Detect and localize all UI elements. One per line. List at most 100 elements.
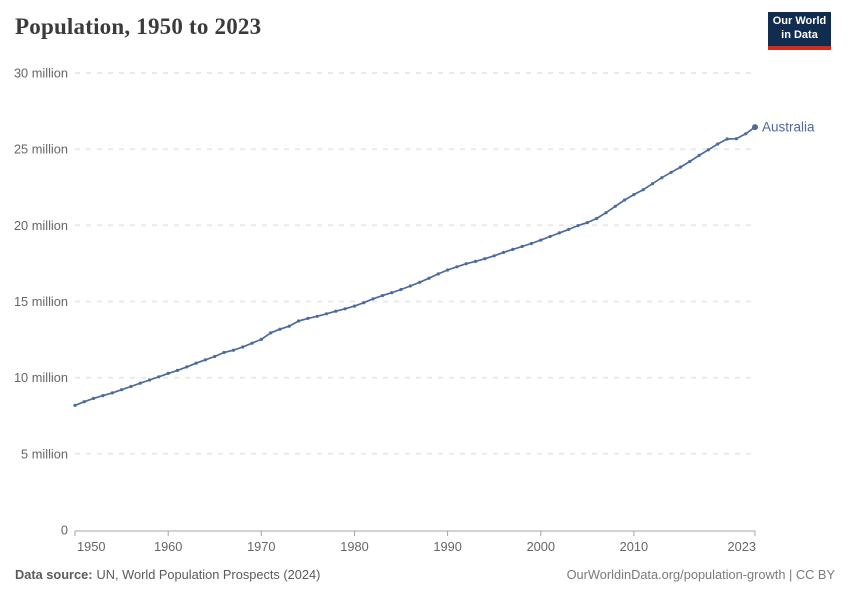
x-axis-label-2023: 2023	[728, 539, 756, 554]
data-point-marker	[138, 381, 142, 385]
data-point-marker	[539, 238, 543, 242]
data-point-marker	[315, 314, 319, 318]
data-point-marker	[669, 170, 673, 174]
data-point-marker	[250, 341, 254, 345]
data-point-marker	[343, 307, 347, 311]
data-point-marker	[185, 365, 189, 369]
data-point-marker	[408, 284, 412, 288]
data-point-marker	[464, 262, 468, 266]
y-axis-label-0: 0	[61, 523, 68, 538]
data-point-marker	[576, 224, 580, 228]
x-axis-label-1960: 1960	[154, 539, 182, 554]
line-end-marker	[752, 124, 758, 131]
data-point-marker	[129, 384, 133, 389]
chart-footer: Data source: UN, World Population Prospec…	[15, 567, 835, 583]
data-source: Data source: UN, World Population Prospec…	[15, 567, 320, 583]
data-point-marker	[473, 259, 478, 263]
data-point-marker	[744, 132, 748, 136]
data-point-marker	[725, 137, 729, 141]
data-point-marker	[641, 188, 645, 192]
data-source-label: Data source:	[15, 567, 93, 582]
data-point-marker	[324, 312, 329, 316]
owid-logo-line1: Our World	[772, 15, 827, 28]
data-point-marker	[623, 198, 627, 202]
data-point-marker	[269, 331, 273, 335]
data-point-marker	[595, 216, 599, 221]
data-point-marker	[82, 400, 86, 404]
data-point-marker	[716, 142, 720, 146]
population-line-australia	[74, 126, 756, 407]
data-point-marker	[241, 345, 245, 349]
chart-title: Population, 1950 to 2023	[15, 14, 262, 39]
data-point-marker	[297, 319, 301, 323]
x-axis-label-1980: 1980	[340, 539, 368, 554]
data-point-marker	[194, 361, 198, 365]
x-axis-label-1950: 1950	[77, 539, 105, 554]
data-point-marker	[446, 268, 450, 272]
data-point-marker	[399, 287, 403, 292]
data-point-marker	[706, 148, 711, 152]
y-axis-label-10: 10 million	[14, 370, 68, 385]
data-point-marker	[548, 234, 552, 239]
entity-label-australia[interactable]: Australia	[762, 120, 815, 135]
data-point-marker	[632, 193, 636, 197]
data-point-marker	[501, 250, 506, 254]
data-point-marker	[213, 354, 217, 359]
data-point-marker	[734, 137, 739, 141]
data-point-marker	[418, 280, 422, 284]
footer-url-link[interactable]: OurWorldinData.org/population-growth	[566, 567, 786, 582]
y-axis-label-25: 25 million	[14, 142, 68, 157]
data-point-marker	[120, 388, 124, 392]
data-point-marker	[203, 358, 207, 362]
x-axis-label-2000: 2000	[527, 539, 555, 554]
data-point-marker	[650, 182, 655, 186]
footer-citation: OurWorldinData.org/population-growth | C…	[567, 567, 835, 583]
data-point-marker	[175, 368, 180, 372]
data-point-marker	[678, 165, 683, 169]
data-point-marker	[147, 378, 152, 382]
data-point-marker	[585, 221, 589, 225]
data-point-marker	[362, 301, 366, 305]
data-point-marker	[390, 291, 394, 295]
data-point-marker	[352, 304, 357, 308]
data-point-marker	[697, 153, 701, 157]
data-point-marker	[73, 403, 77, 407]
data-point-marker	[92, 396, 96, 400]
data-point-marker	[334, 309, 338, 313]
y-axis-label-5: 5 million	[21, 446, 68, 461]
data-point-marker	[529, 241, 534, 246]
data-point-marker	[101, 394, 105, 398]
x-axis-label-2010: 2010	[620, 539, 648, 554]
data-point-marker	[613, 204, 617, 208]
y-axis-label-15: 15 million	[14, 294, 68, 309]
data-point-marker	[427, 276, 431, 280]
data-point-marker	[604, 211, 608, 215]
data-point-marker	[259, 337, 263, 341]
data-point-marker	[492, 254, 496, 258]
data-point-marker	[222, 350, 226, 355]
footer-separator: |	[785, 567, 796, 582]
data-point-marker	[231, 348, 235, 352]
data-point-marker	[483, 257, 487, 261]
x-axis-label-1990: 1990	[433, 539, 461, 554]
x-axis-label-1970: 1970	[247, 539, 275, 554]
data-point-marker	[455, 265, 459, 269]
data-point-marker	[110, 391, 114, 395]
data-source-text: UN, World Population Prospects (2024)	[96, 567, 321, 582]
owid-logo[interactable]: Our World in Data	[768, 12, 831, 50]
y-axis-label-30: 30 million	[14, 66, 68, 81]
data-point-marker	[278, 327, 282, 331]
data-point-marker	[520, 244, 524, 249]
data-point-marker	[660, 176, 664, 180]
data-point-marker	[287, 324, 291, 328]
y-axis-label-20: 20 million	[14, 218, 68, 233]
data-point-marker	[371, 297, 375, 301]
data-point-marker	[306, 316, 310, 320]
data-point-marker	[436, 272, 440, 276]
data-point-marker	[557, 231, 562, 235]
data-point-marker	[157, 375, 161, 379]
data-point-marker	[380, 294, 384, 298]
data-point-marker	[567, 227, 571, 231]
